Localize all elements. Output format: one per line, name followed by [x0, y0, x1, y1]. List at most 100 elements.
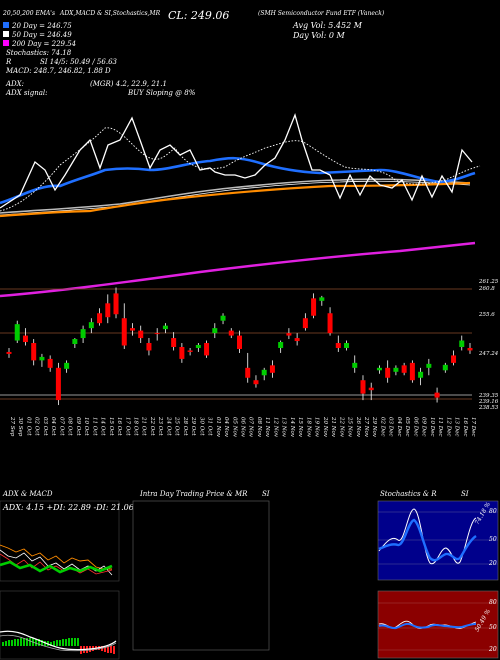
- date-label: 18 Oct: [132, 417, 138, 436]
- dotted-average-line: [0, 127, 481, 212]
- date-label: 28 Oct: [182, 416, 188, 436]
- date-label: 03 Dec: [388, 417, 394, 437]
- date-label: 20 Nov: [322, 416, 328, 438]
- candle-body: [129, 328, 135, 331]
- candle-body: [97, 313, 103, 324]
- adx-orange-line: [0, 544, 112, 570]
- chart-title: (SMH Semiconductor Fund ETF (Vaneck): [258, 10, 385, 17]
- date-label: 08 Oct: [67, 417, 73, 436]
- date-label: 15 Nov: [297, 417, 303, 438]
- candle-body: [195, 345, 201, 348]
- date-label: 17 Oct: [124, 417, 130, 436]
- date-label: 04 Dec: [396, 417, 402, 437]
- date-label: 09 Dec: [421, 417, 427, 437]
- candle-body: [171, 338, 177, 347]
- macd-histogram-bar: [110, 646, 112, 653]
- intraday-frame: [132, 500, 270, 651]
- candle-body: [6, 351, 12, 354]
- si-prefix: R: [5, 58, 12, 66]
- si-readout: SI 14/5: 50.49 / 56.63: [40, 58, 118, 66]
- candle-body: [261, 369, 267, 376]
- candle-body: [360, 380, 366, 394]
- date-label: 26 Nov: [355, 416, 361, 438]
- indicator-links[interactable]: ADX,MACD & SI,Stochastics,MR: [59, 10, 161, 17]
- candle-body: [401, 365, 407, 373]
- candle-body: [319, 297, 325, 301]
- mr-panel-si: SI: [262, 490, 270, 498]
- candle-body: [64, 362, 70, 369]
- price-label: 239.35: [478, 393, 499, 399]
- date-label: 27 Nov: [363, 416, 369, 438]
- date-label: 30 Oct: [198, 417, 204, 436]
- macd-histogram-bar: [35, 639, 37, 646]
- si-level-label: 20: [488, 646, 497, 653]
- date-label: 18 Nov: [305, 417, 311, 438]
- stoch-level-label: 50: [489, 536, 497, 543]
- date-label: 08 Nov: [256, 417, 262, 438]
- candle-body: [212, 328, 218, 334]
- macd-histogram-bar: [74, 638, 76, 646]
- date-label: 12 Nov: [272, 417, 278, 438]
- candle-body: [138, 330, 144, 339]
- date-label: 01 Oct: [25, 417, 31, 436]
- macd-histogram-bar: [8, 640, 10, 646]
- candle-body: [451, 355, 457, 363]
- stoch-level-label: 80: [489, 508, 497, 515]
- stoch-panel-title: Stochastics & R: [380, 490, 437, 498]
- candle-body: [352, 362, 358, 368]
- close-price: CL: 249.06: [168, 9, 229, 22]
- price-label: 255.6: [478, 312, 495, 318]
- date-label: 11 Nov: [264, 417, 270, 438]
- candle-body: [459, 340, 465, 347]
- macd-histogram-bar: [26, 638, 28, 646]
- date-label: 13 Dec: [454, 417, 460, 437]
- adx-values: (MGR) 4.2, 22.9, 21.1: [90, 80, 167, 88]
- date-label: 16 Oct: [116, 417, 122, 436]
- macd-signal-line: [0, 634, 117, 652]
- stoch-d-line: [378, 518, 477, 562]
- macd-histogram-bar: [2, 642, 4, 646]
- candle-body: [302, 318, 308, 329]
- adx-signal: BUY Sloping @ 8%: [127, 89, 196, 97]
- date-label: 29 Oct: [190, 416, 196, 436]
- price-axis: 261.25 260.8 255.6 247.24 239.35 239.16 …: [478, 279, 499, 411]
- candle-body: [72, 339, 78, 345]
- candle-body: [187, 350, 193, 352]
- candle-body: [294, 338, 300, 342]
- candle-body: [146, 343, 152, 351]
- candle-body: [253, 380, 259, 385]
- macd-histogram-bar: [11, 640, 13, 646]
- candle-body: [204, 343, 210, 356]
- ema-header: 20,50,200 EMA's: [2, 10, 55, 17]
- candle-body: [269, 365, 275, 373]
- candle-body: [228, 330, 234, 336]
- ema50-swatch: [3, 31, 9, 37]
- candle-body: [80, 329, 86, 339]
- macd-histogram-bar: [5, 641, 7, 646]
- macd-histogram-bar: [17, 639, 19, 646]
- date-label: 15 Oct: [108, 417, 114, 436]
- ema20-swatch: [3, 22, 9, 28]
- date-label: 30 Sep: [17, 417, 23, 437]
- date-label: 10 Oct: [83, 417, 89, 436]
- macd-histogram-bar: [68, 638, 70, 646]
- day-volume: Day Vol: 0 M: [292, 31, 346, 40]
- adx-panel-title: ADX & MACD: [2, 490, 53, 498]
- candle-body: [311, 298, 317, 316]
- adx-green-line: [0, 560, 113, 574]
- adx-panel-values: ADX: 4.15 +DI: 22.89 -DI: 21.06: [2, 503, 134, 512]
- candle-body: [55, 367, 61, 401]
- candle-body: [220, 315, 226, 321]
- candle-body: [467, 347, 473, 351]
- candle-body: [393, 367, 399, 372]
- macd-histogram-bar: [104, 646, 106, 652]
- si-level-label: 80: [489, 599, 497, 606]
- date-label: 05 Nov: [231, 417, 237, 438]
- date-label: 25 Oct: [174, 416, 180, 436]
- macd-histogram-bar: [38, 639, 40, 646]
- date-label: 05 Dec: [404, 417, 410, 437]
- date-label: 16 Dec: [462, 417, 468, 437]
- date-label: 02 Oct: [34, 417, 40, 436]
- adx-signal-label: ADX signal:: [5, 89, 47, 97]
